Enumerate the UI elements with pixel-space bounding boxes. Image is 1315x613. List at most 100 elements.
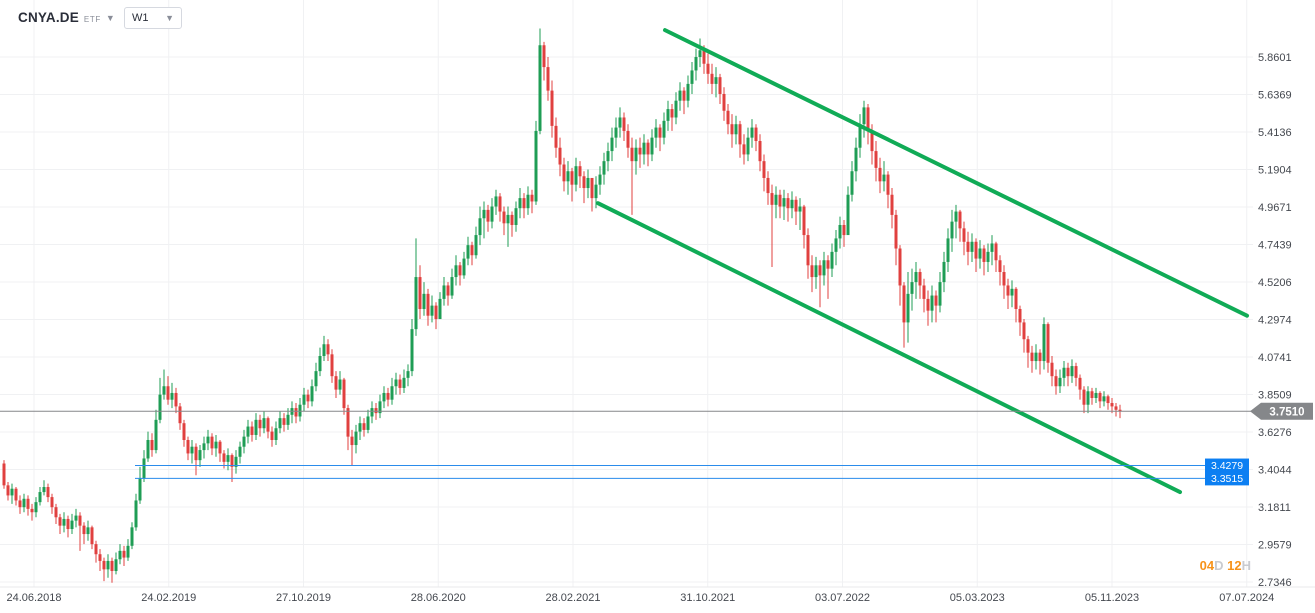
candle-body	[706, 63, 710, 74]
candle-body	[562, 164, 566, 182]
candle-body	[1026, 339, 1030, 353]
candle-body	[1034, 352, 1038, 362]
candle-body	[466, 245, 470, 259]
candle-body	[454, 265, 458, 278]
candle-body	[414, 277, 418, 330]
candle-body	[10, 488, 14, 496]
candle-body	[34, 502, 38, 513]
candle-body	[910, 282, 914, 294]
time-axis-label: 24.02.2019	[141, 592, 196, 604]
trendline-lower-channel[interactable]	[596, 201, 1182, 495]
candle-body	[610, 137, 614, 152]
candle-body	[166, 386, 170, 400]
candle-body	[666, 109, 670, 121]
interval-selector[interactable]: W1 ▼	[124, 7, 182, 29]
candle-body	[746, 137, 750, 155]
candle-body	[954, 211, 958, 222]
candle-body	[274, 428, 278, 440]
candle-body	[502, 211, 506, 224]
candle-body	[1110, 403, 1114, 407]
candle-body	[54, 507, 58, 518]
candle-body	[874, 151, 878, 168]
candle-body	[830, 251, 834, 269]
candle-body	[278, 418, 282, 429]
candle-body	[366, 416, 370, 430]
candle-body	[46, 487, 50, 498]
candle-body	[838, 224, 842, 239]
candle-body	[430, 305, 434, 316]
candle-body	[966, 241, 970, 252]
candle-body	[866, 107, 870, 131]
candle-body	[686, 83, 690, 101]
candle-body	[814, 265, 818, 278]
candle-body	[534, 130, 538, 202]
candle-body	[234, 456, 238, 467]
candle-body	[194, 446, 198, 461]
candle-body	[646, 142, 650, 155]
trendline-upper-channel[interactable]	[663, 28, 1249, 318]
candle-body	[1002, 272, 1006, 286]
candle-body	[946, 238, 950, 262]
candle-body	[214, 441, 218, 449]
candle-body	[418, 277, 422, 309]
countdown-hours-unit: H	[1241, 558, 1251, 573]
candle-body	[570, 171, 574, 185]
candle-body	[330, 354, 334, 377]
candle-body	[22, 498, 26, 508]
candle-body	[94, 544, 98, 555]
time-axis-label: 31.10.2021	[680, 592, 735, 604]
candle-body	[538, 45, 542, 131]
candle-body	[882, 174, 886, 182]
candle-body	[86, 527, 90, 535]
level-price-badge	[1205, 471, 1249, 486]
candle-body	[854, 147, 858, 172]
countdown-days: 04	[1199, 558, 1215, 573]
time-axis-label: 28.06.2020	[411, 592, 466, 604]
candle-body	[662, 120, 666, 138]
candle-body	[858, 124, 862, 148]
candle-body	[450, 277, 454, 296]
candle-body	[574, 166, 578, 185]
time-axis-label: 07.07.2024	[1219, 592, 1274, 604]
candle-body	[410, 329, 414, 372]
candle-body	[254, 419, 258, 435]
candle-body	[202, 443, 206, 451]
candle-body	[670, 109, 674, 118]
candle-body	[906, 293, 910, 323]
candle-body	[446, 285, 450, 296]
symbol-name: CNYA.DE	[18, 10, 79, 25]
price-axis-label: 4.2974	[1258, 315, 1292, 327]
candle-body	[178, 406, 182, 424]
candle-body	[114, 559, 118, 572]
symbol-selector[interactable]: CNYA.DE ETF ▼	[18, 10, 115, 25]
candle-body	[942, 261, 946, 283]
candle-body	[198, 450, 202, 461]
candle-body	[1118, 409, 1122, 412]
candle-body	[182, 423, 186, 440]
candle-body	[786, 198, 790, 209]
candle-body	[606, 151, 610, 162]
interval-label: W1	[132, 12, 149, 24]
candle-body	[970, 241, 974, 252]
candle-body	[634, 147, 638, 162]
candle-body	[134, 500, 138, 528]
candle-body	[510, 214, 514, 225]
candle-body	[774, 194, 778, 205]
price-axis-label: 4.7439	[1258, 240, 1292, 252]
candle-body	[994, 243, 998, 261]
candle-body	[1074, 366, 1078, 378]
candle-body	[30, 508, 34, 513]
candle-body	[586, 177, 590, 189]
price-axis[interactable]: 5.8601 5.6369 5.4136 5.1904 4.9671 4.7439 4.52…	[1258, 52, 1292, 589]
candlestick-series	[2, 28, 1122, 583]
candle-body	[346, 408, 350, 437]
price-axis-label: 5.8601	[1258, 52, 1292, 64]
candle-body	[886, 174, 890, 195]
price-axis-label: 5.4136	[1258, 127, 1292, 139]
candle-body	[406, 371, 410, 378]
candle-body	[654, 127, 658, 138]
candle-body	[1014, 288, 1018, 309]
candle-body	[338, 379, 342, 390]
time-axis[interactable]: 24.06.2018 24.02.2019 27.10.2019 28.06.2020…	[6, 592, 1274, 604]
